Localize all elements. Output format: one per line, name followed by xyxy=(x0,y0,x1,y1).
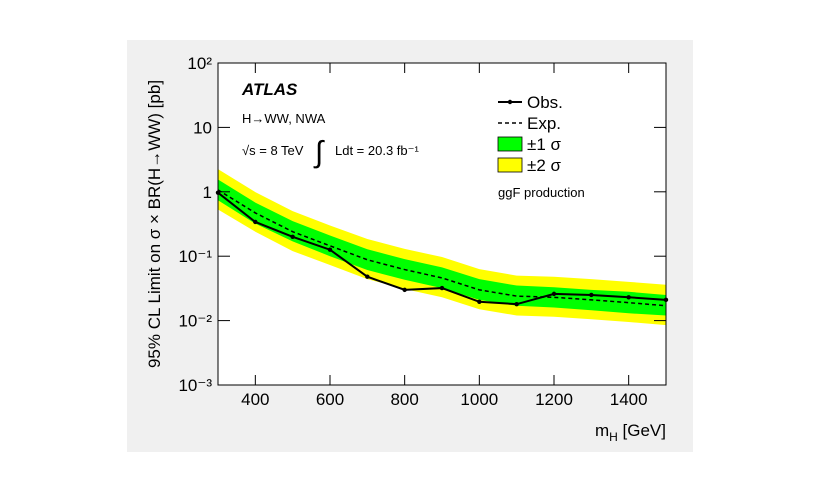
marker xyxy=(439,285,445,291)
y-tick-label: 10 xyxy=(193,118,212,137)
legend-swatch xyxy=(497,136,523,152)
band xyxy=(218,169,666,326)
marker xyxy=(626,295,631,300)
process-label: H→WW, NWA xyxy=(242,111,326,126)
x-label-main: m xyxy=(595,421,609,440)
band xyxy=(218,179,666,316)
legend-label: Exp. xyxy=(527,114,561,133)
production-label: ggF production xyxy=(498,185,585,200)
energy-label: √s = 8 TeV xyxy=(242,143,304,158)
x-axis-label: mH [GeV] xyxy=(595,421,666,444)
y-tick-label: 10⁻³ xyxy=(178,376,212,395)
y-axis-label: 95% CL Limit on σ × BR(H→WW) [pb] xyxy=(145,80,164,368)
x-tick-label: 1200 xyxy=(535,390,573,409)
y-tick-label: 1 xyxy=(203,183,212,202)
lumi-label: Ldt = 20.3 fb⁻¹ xyxy=(335,143,420,158)
x-tick-label: 1000 xyxy=(460,390,498,409)
atlas-label: ATLAS xyxy=(241,80,298,99)
y-tick-label: 10⁻² xyxy=(178,312,212,331)
marker xyxy=(402,287,407,293)
x-label-sub: H xyxy=(609,430,618,444)
integral-sign: ∫ xyxy=(313,136,325,169)
plot xyxy=(215,169,669,326)
frame xyxy=(217,62,667,386)
marker xyxy=(514,301,519,307)
y-tick-label: 10⁻¹ xyxy=(178,247,212,266)
y-tick-label: 10² xyxy=(187,54,212,73)
marker xyxy=(589,292,594,298)
legend-label: ±1 σ xyxy=(527,135,562,154)
marker xyxy=(327,247,333,252)
marker xyxy=(290,234,295,240)
x-tick-label: 1400 xyxy=(610,390,648,409)
legend-marker xyxy=(507,99,513,105)
x-tick-label: 600 xyxy=(316,390,344,409)
marker xyxy=(365,274,370,279)
x-tick-label: 400 xyxy=(241,390,269,409)
legend-label: ±2 σ xyxy=(527,156,562,175)
x-label-unit: [GeV] xyxy=(618,421,666,440)
marker xyxy=(477,299,482,304)
x-tick-label: 800 xyxy=(390,390,418,409)
marker xyxy=(253,219,258,225)
legend-swatch xyxy=(497,157,523,173)
series-line xyxy=(217,189,667,307)
legend-label: Obs. xyxy=(527,93,563,112)
marker xyxy=(551,291,557,297)
